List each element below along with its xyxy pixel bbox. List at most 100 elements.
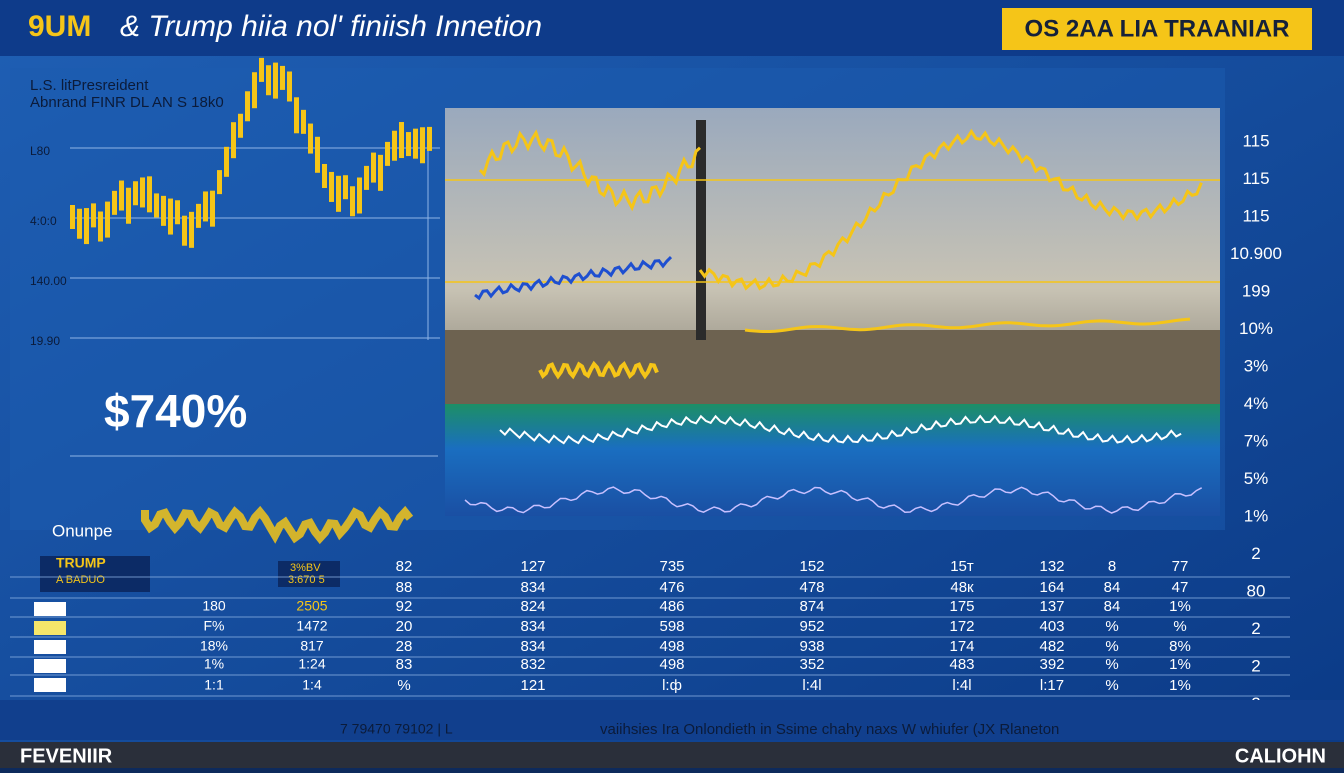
- candle: [245, 91, 250, 122]
- tag-sub: 3:670 5: [288, 574, 325, 586]
- cell: l:4l: [952, 677, 971, 694]
- candle: [315, 136, 320, 173]
- cell: 483: [949, 656, 974, 673]
- cell: 18%: [200, 638, 228, 654]
- cell: 817: [300, 638, 324, 654]
- footer-note: vaiihsies Ira Onlondieth in Ssime chahy …: [600, 721, 1059, 738]
- cell: 8%: [1169, 638, 1191, 655]
- cell: 82: [396, 558, 413, 575]
- candle: [70, 205, 75, 229]
- candle: [287, 71, 292, 102]
- title: & Trump hiia nol' finiish Innetion: [120, 10, 542, 43]
- cell: 83: [396, 656, 413, 673]
- cell: 392: [1039, 656, 1064, 673]
- candle: [350, 186, 355, 217]
- candle: [343, 175, 348, 200]
- cell: 1%: [204, 656, 224, 672]
- trend-line: [464, 486, 1203, 514]
- candle: [371, 152, 376, 183]
- candle: [147, 176, 152, 213]
- water: [445, 404, 1220, 516]
- cell: 132: [1039, 558, 1064, 575]
- cell: 834: [520, 618, 545, 635]
- cell: 47: [1172, 579, 1189, 596]
- axis-label: 115: [1242, 206, 1269, 225]
- candle: [182, 215, 187, 246]
- candle: [357, 177, 362, 214]
- candle: [217, 170, 222, 195]
- candle: [427, 126, 432, 151]
- cell: 15т: [950, 558, 974, 575]
- cell: 1:4: [302, 677, 322, 693]
- table-caption: Onunpe: [52, 521, 113, 540]
- candle: [378, 154, 383, 191]
- cell: 175: [949, 598, 974, 615]
- cell: %: [1105, 677, 1118, 694]
- cell: 482: [1039, 638, 1064, 655]
- candle: [168, 198, 173, 235]
- trend-line: [474, 256, 673, 301]
- axis-label: 140.00: [30, 274, 67, 288]
- trend-line: [698, 128, 1203, 291]
- axis-label: 115: [1242, 169, 1269, 188]
- candle: [91, 203, 96, 228]
- swatch: [34, 659, 66, 673]
- footer-code: 7 79470 79102 | L: [340, 721, 453, 737]
- candle: [154, 193, 159, 218]
- cell: 28: [396, 638, 413, 655]
- cell: %: [1173, 618, 1186, 635]
- axis-label: L80: [30, 144, 50, 158]
- footer-left: FEVENIIR: [20, 745, 113, 767]
- axis-label: 19.90: [30, 334, 60, 348]
- table: 82 127 735 152 15т 132 8 77 88 834 476 478 48к 164 84 4…: [10, 558, 1290, 697]
- axis-label: 2: [1251, 619, 1260, 638]
- axis-label: 10.900: [1230, 244, 1282, 263]
- cell: %: [1105, 638, 1118, 655]
- axis-label: 2: [1251, 544, 1260, 563]
- cell: 1%: [1169, 677, 1191, 694]
- cell: 1%: [1169, 598, 1191, 615]
- swatch: [34, 621, 66, 635]
- axis-label: 4:0:0: [30, 214, 57, 228]
- candle: [112, 190, 117, 215]
- cell: 152: [799, 558, 824, 575]
- cell: 20: [396, 618, 413, 635]
- candle: [259, 57, 264, 82]
- cell: 127: [520, 558, 545, 575]
- refinery: [445, 330, 1220, 405]
- subtitle: Abnrand FINR DL AN S 18k0: [30, 94, 224, 111]
- cell: 172: [949, 618, 974, 635]
- candle: [203, 191, 208, 222]
- cell: 137: [1039, 598, 1064, 615]
- candle: [392, 130, 397, 161]
- candle: [413, 128, 418, 159]
- cell: 174: [949, 638, 974, 655]
- candle: [329, 171, 334, 202]
- axis-label: 7%: [1244, 431, 1269, 450]
- cell: 476: [659, 579, 684, 596]
- candle: [238, 113, 243, 138]
- cell: %: [1105, 656, 1118, 673]
- axis-label: 199: [1242, 281, 1270, 300]
- trend-line: [744, 317, 1191, 333]
- trend-line: [499, 414, 1182, 445]
- cell: 84: [1104, 579, 1121, 596]
- candle: [308, 123, 313, 154]
- candle: [196, 203, 201, 228]
- cell: 180: [202, 598, 226, 614]
- footer-right: CALIOHN: [1235, 745, 1326, 767]
- cell: %: [397, 677, 410, 694]
- subtitle: L.S. litPresreident: [30, 77, 149, 94]
- candle: [385, 141, 390, 166]
- candle: [175, 200, 180, 225]
- axis-label: 5%: [1244, 469, 1269, 488]
- candle: [119, 180, 124, 211]
- cell: %: [1105, 618, 1118, 635]
- candle: [280, 65, 285, 90]
- cell: 735: [659, 558, 684, 575]
- cell: 478: [799, 579, 824, 596]
- name-sub: A BADUO: [56, 574, 105, 586]
- candle: [273, 62, 278, 99]
